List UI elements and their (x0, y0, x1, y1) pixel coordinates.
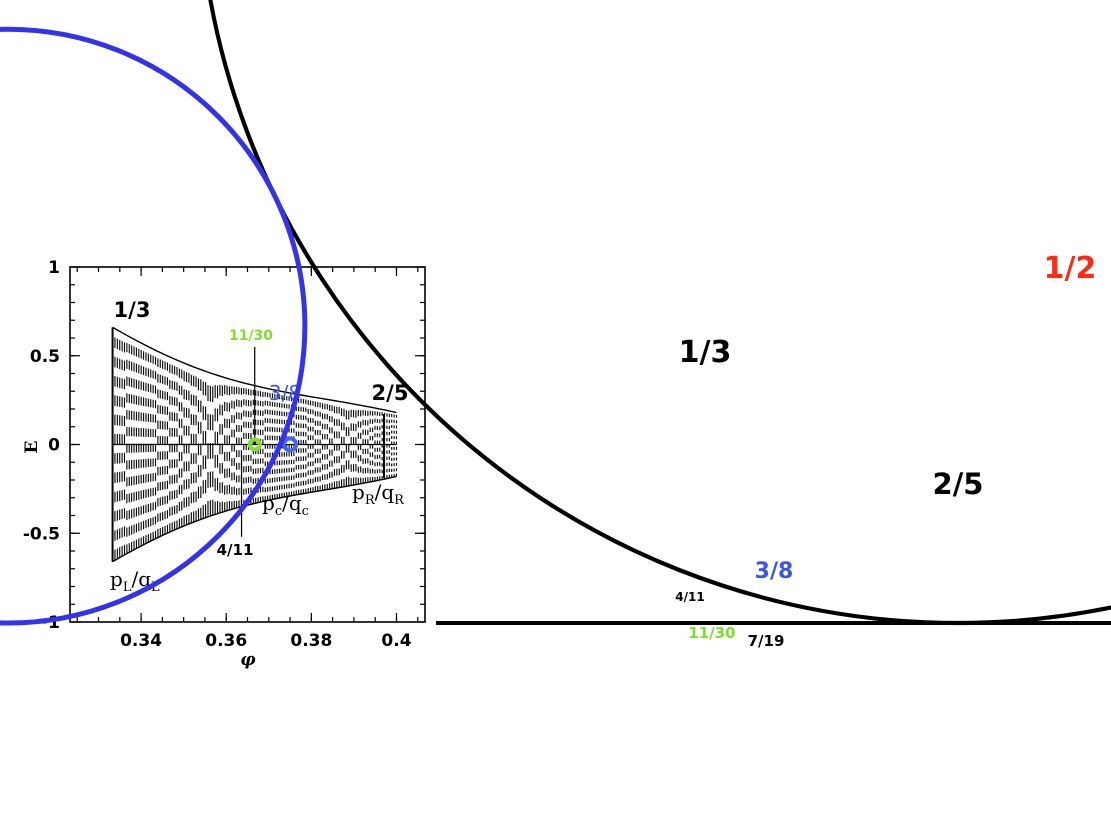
label-pl-ql: pL/qL (110, 567, 160, 595)
x-tick-label: 0.34 (120, 631, 162, 651)
ford-circle-1-2 (8, 0, 1111, 623)
axis-ticks: 0.34 0.36 0.38 0.410.50-0.5−1 (23, 258, 425, 651)
label-1-2: 1/2 (1044, 251, 1097, 286)
x-tick-label: 0.4 (381, 631, 411, 651)
x-tick-label: 0.36 (205, 631, 247, 651)
x-axis-title: φ (240, 650, 256, 670)
ford-circle-2-5 (208, 0, 1111, 625)
spectrum-panel: 0.34 0.36 0.38 0.410.50-0.5−1 E φ 1/3 2/5 3… (22, 258, 426, 670)
ford-circles (0, 0, 1111, 626)
y-tick-label: -0.5 (23, 524, 60, 544)
point-3-8 (282, 436, 299, 453)
label-11-30-left: 11/30 (229, 328, 273, 344)
label-1-3: 1/3 (679, 335, 732, 370)
label-pc-qc: pc/qc (262, 491, 309, 519)
point-11-30 (247, 437, 262, 452)
energy-bands (111, 326, 398, 563)
ford-circles-panel: 1/2 1/3 2/5 3/8 4/11 11/30 7/19 (0, 0, 1111, 650)
label-2-5: 2/5 (933, 467, 984, 501)
label-4-11: 4/11 (675, 590, 704, 604)
label-7-19: 7/19 (748, 632, 785, 650)
band-envelope-bottom (112, 475, 397, 563)
y-tick-label: 0 (48, 436, 60, 456)
y-tick-label: 0.5 (30, 347, 60, 367)
label-11-30: 11/30 (688, 624, 735, 642)
label-3-8: 3/8 (755, 559, 794, 584)
label-2-5-left: 2/5 (372, 381, 409, 405)
ford-circle-3-8 (0, 26, 308, 626)
y-tick-label: 1 (48, 258, 60, 278)
label-pr-qr: pR/qR (352, 480, 405, 508)
ford-circle-1-3 (0, 0, 536, 623)
x-tick-label: 0.38 (290, 631, 332, 651)
label-1-3-left: 1/3 (114, 298, 151, 322)
label-4-11-left: 4/11 (217, 541, 254, 559)
y-axis-title: E (22, 440, 42, 453)
